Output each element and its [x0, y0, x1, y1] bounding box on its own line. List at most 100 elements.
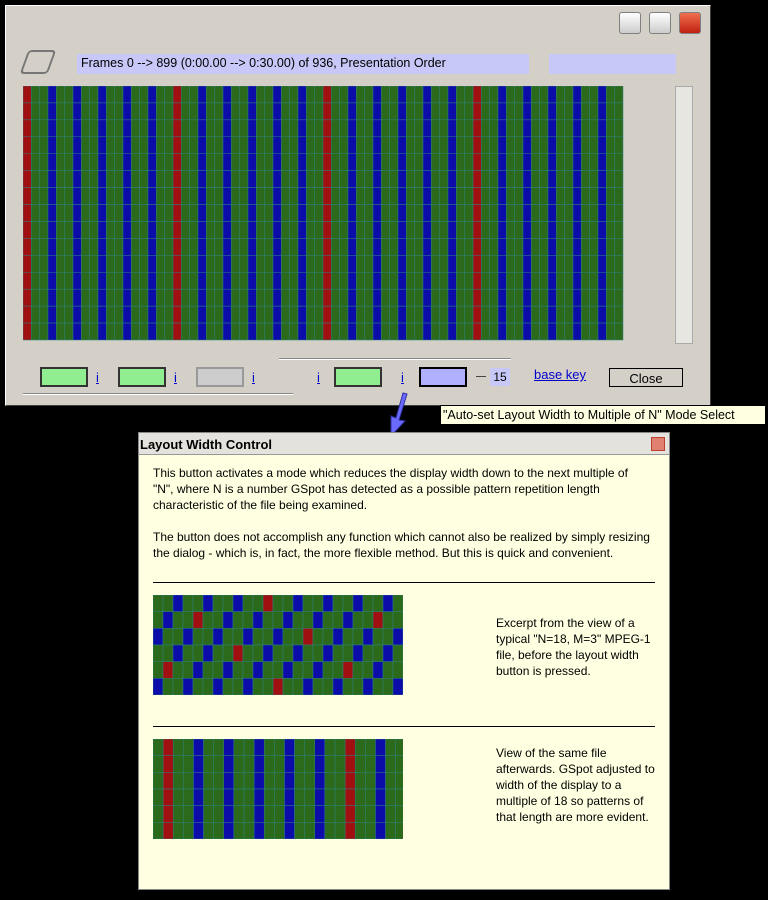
frame-cell	[264, 187, 274, 205]
frame-cell	[389, 170, 399, 188]
frame-cell	[272, 119, 282, 138]
frame-cell	[589, 322, 599, 341]
frame-cell	[324, 822, 336, 839]
frame-cell	[382, 628, 394, 646]
frame-cell	[162, 788, 174, 806]
frame-cell	[232, 628, 244, 646]
frame-cell	[256, 288, 265, 307]
frame-cell	[264, 204, 274, 222]
frame-cell	[614, 221, 624, 239]
close-button[interactable]: Close	[609, 368, 683, 387]
frame-cell	[153, 788, 164, 806]
info-link[interactable]: i	[317, 370, 320, 385]
frame-cell	[322, 170, 332, 188]
frame-cell	[106, 255, 115, 273]
frame-cell	[64, 221, 74, 239]
frame-cell	[72, 255, 82, 273]
frame-cell	[181, 255, 190, 273]
frame-cell	[39, 204, 49, 222]
frame-cell	[514, 288, 524, 307]
frame-cell	[114, 153, 124, 171]
frame-cell	[347, 204, 357, 222]
frame-cell	[242, 661, 254, 679]
auto-width-button[interactable]	[419, 367, 467, 387]
frame-cell	[522, 204, 532, 222]
frame-cell	[23, 255, 32, 273]
scrollbar[interactable]	[675, 86, 693, 344]
frame-cell	[414, 322, 424, 341]
frame-cell	[392, 628, 403, 646]
frame-cell	[231, 288, 240, 307]
frame-cell	[272, 595, 284, 612]
frame-cell	[292, 595, 304, 612]
frame-cell	[222, 170, 232, 188]
frame-cell	[47, 221, 57, 239]
frame-cell	[397, 255, 407, 273]
frame-cell	[406, 102, 415, 121]
help-close[interactable]	[651, 437, 665, 451]
frame-cell	[531, 255, 540, 273]
frame-cell	[497, 288, 507, 307]
frame-cell	[172, 788, 184, 806]
frame-cell	[389, 221, 399, 239]
frame-cell	[589, 119, 599, 138]
frame-cell	[231, 272, 240, 290]
frame-cell	[497, 238, 507, 256]
base-key-link[interactable]: base key	[534, 367, 587, 382]
info-link[interactable]: i	[401, 370, 404, 385]
frame-cell	[447, 221, 457, 239]
frame-cell	[302, 628, 314, 646]
info-link[interactable]: i	[96, 370, 99, 385]
frame-cell	[472, 221, 482, 239]
frame-cell	[183, 772, 194, 790]
frame-cell	[252, 678, 264, 695]
help-popup: Layout Width Control This button activat…	[138, 432, 670, 890]
layout-button-3[interactable]	[196, 367, 244, 387]
frame-cell	[556, 322, 565, 341]
frame-cell	[497, 221, 507, 239]
frame-cell	[614, 238, 624, 256]
layout-button-4[interactable]	[334, 367, 382, 387]
frame-cell	[222, 102, 232, 121]
frame-cell	[81, 204, 90, 222]
layout-button-1[interactable]	[40, 367, 88, 387]
frame-cell	[564, 86, 574, 104]
frame-cell	[122, 187, 132, 205]
frame-cell	[314, 805, 326, 823]
frame-cell	[572, 102, 582, 121]
layout-button-2[interactable]	[118, 367, 166, 387]
frame-cell	[314, 221, 324, 239]
frame-cell	[331, 153, 340, 171]
frame-cell	[39, 322, 49, 341]
maximize-button[interactable]	[649, 12, 671, 34]
frame-cell	[489, 272, 499, 290]
frame-cell	[89, 136, 99, 154]
frame-cell	[31, 102, 40, 121]
frame-cell	[331, 170, 340, 188]
close-window-button[interactable]	[679, 12, 701, 34]
frame-cell	[114, 136, 124, 154]
frame-cell	[331, 86, 340, 104]
info-link[interactable]: i	[174, 370, 177, 385]
minimize-button[interactable]	[619, 12, 641, 34]
frame-cell	[192, 595, 204, 612]
frame-cell	[284, 822, 295, 839]
info-link[interactable]: i	[252, 370, 255, 385]
frame-cell	[514, 153, 524, 171]
frame-cell	[385, 822, 396, 839]
frame-cell	[556, 170, 565, 188]
frame-cell	[213, 822, 225, 839]
frame-cell	[147, 221, 157, 239]
help-paragraph: The button does not accomplish any funct…	[153, 530, 650, 560]
frame-cell	[23, 272, 32, 290]
frame-cell	[406, 272, 415, 290]
frame-cell	[372, 170, 382, 188]
frame-cell	[547, 204, 557, 222]
frame-cell	[233, 805, 245, 823]
frame-cell	[364, 170, 374, 188]
frame-cell	[263, 755, 275, 773]
frame-cell	[147, 170, 157, 188]
frame-cell	[272, 170, 282, 188]
frame-cell	[289, 238, 299, 256]
frame-cell	[422, 86, 432, 104]
